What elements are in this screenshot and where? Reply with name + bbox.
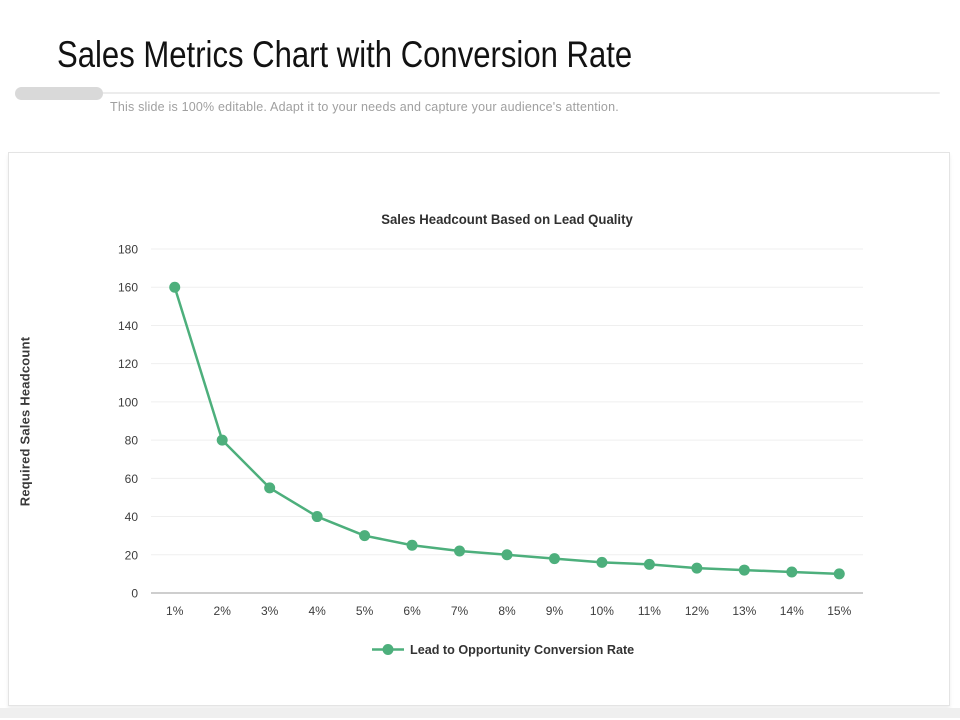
data-point xyxy=(596,556,608,568)
x-tick-label: 8% xyxy=(498,604,516,618)
data-point xyxy=(548,553,560,565)
chart-legend: Lead to Opportunity Conversion Rate xyxy=(151,642,863,657)
data-point xyxy=(406,539,418,551)
y-tick-label: 100 xyxy=(118,395,138,409)
x-tick-label: 9% xyxy=(546,604,564,618)
x-tick-label: 10% xyxy=(590,604,614,618)
data-point xyxy=(643,558,655,570)
x-tick-label: 5% xyxy=(356,604,374,618)
x-tick-label: 6% xyxy=(403,604,421,618)
x-tick-label: 7% xyxy=(451,604,469,618)
y-tick-label: 160 xyxy=(118,281,138,295)
legend-label: Lead to Opportunity Conversion Rate xyxy=(410,642,635,657)
y-tick-label: 20 xyxy=(125,548,139,562)
x-tick-label: 3% xyxy=(261,604,279,618)
chart-svg: 0 20 40 60 80 100 120 140 160 180 1% 2% 3% 4% 5% 6% 7% 8%… xyxy=(118,243,863,618)
x-tick-label: 13% xyxy=(732,604,756,618)
data-point xyxy=(833,568,845,580)
data-point xyxy=(216,434,228,446)
legend-marker-icon xyxy=(372,644,405,655)
data-point xyxy=(738,564,750,576)
y-tick-label: 40 xyxy=(125,510,139,524)
slide-subtitle: This slide is 100% editable. Adapt it to… xyxy=(110,100,619,114)
chart-title: Sales Headcount Based on Lead Quality xyxy=(381,211,633,227)
y-tick-label: 60 xyxy=(125,472,139,486)
y-tick-label: 80 xyxy=(125,434,139,448)
data-point xyxy=(169,281,181,293)
x-tick-label: 12% xyxy=(685,604,709,618)
y-tick-label: 140 xyxy=(118,319,138,333)
data-point xyxy=(501,549,513,561)
title-divider-line xyxy=(18,92,940,94)
data-point xyxy=(311,511,323,523)
bottom-strip xyxy=(0,708,960,718)
series-line xyxy=(173,286,840,576)
x-tick-label: 1% xyxy=(166,604,184,618)
x-tick-label: 4% xyxy=(308,604,326,618)
y-tick-label: 180 xyxy=(118,243,138,257)
y-tick-label: 120 xyxy=(118,357,138,371)
x-tick-label: 2% xyxy=(214,604,232,618)
x-tick-label: 11% xyxy=(638,604,661,618)
chart-panel: Sales Headcount Based on Lead Quality Re… xyxy=(8,152,950,706)
slide-title: Sales Metrics Chart with Conversion Rate xyxy=(57,34,633,75)
x-tick-label: 14% xyxy=(780,604,804,618)
data-point xyxy=(264,482,276,494)
data-point xyxy=(691,562,703,574)
data-point xyxy=(786,566,798,578)
x-tick-label: 15% xyxy=(827,604,851,618)
data-point xyxy=(359,530,371,542)
y-tick-label: 0 xyxy=(131,587,138,601)
data-point xyxy=(454,545,466,557)
title-divider-pill xyxy=(15,87,103,100)
legend-dot xyxy=(382,644,394,655)
